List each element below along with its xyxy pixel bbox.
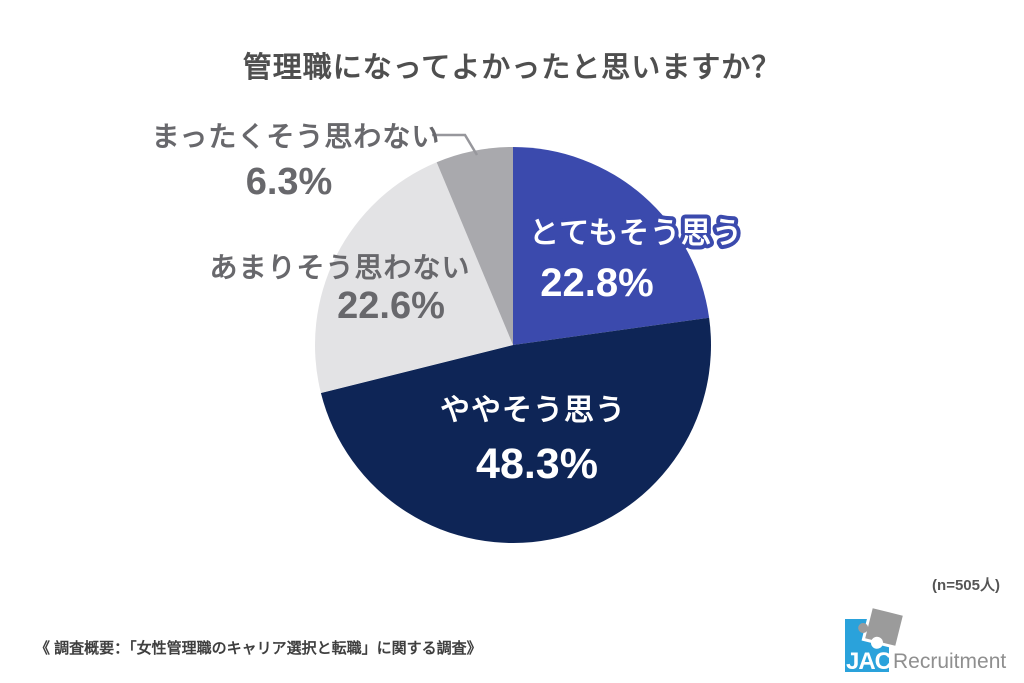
pie-slice-2 xyxy=(314,162,513,394)
pie-slice-3 xyxy=(436,146,513,345)
slice-label-mattaku: まったくそう思わない xyxy=(152,121,441,152)
puzzle-piece-icon xyxy=(858,605,907,650)
page-title: 管理職になってよかったと思いますか？ xyxy=(242,52,782,84)
jac-recruitment-logo: JAC Recruitment xyxy=(845,605,1006,675)
pie-slices xyxy=(314,146,712,544)
pie-slice-1 xyxy=(320,317,712,544)
logo-mark-text: JAC xyxy=(846,648,892,675)
slice-label-totemo: とてもそう思う xyxy=(529,217,743,250)
survey-overview: 《 調査概要：「女性管理職のキャリア選択と転職」に関する調査》 【調査期間】20… xyxy=(35,594,853,683)
logo-word-text: Recruitment xyxy=(893,650,1006,673)
survey-overview-line: 《 調査概要：「女性管理職のキャリア選択と転職」に関する調査》 xyxy=(35,640,482,657)
slice-value-amari: 22.6% xyxy=(337,285,445,327)
slice-value-mattaku: 6.3% xyxy=(246,161,333,203)
leader-line-mattaku xyxy=(432,133,479,156)
slice-label-amari: あまりそう思わない xyxy=(209,252,470,283)
slice-label-totemo-outline: とてもそう思う xyxy=(529,217,743,250)
slice-label-yaya: ややそう思う xyxy=(440,394,626,427)
sample-size-note: (n=505人) xyxy=(932,577,1000,594)
slice-value-totemo: 22.8% xyxy=(540,261,653,305)
pie-slice-0 xyxy=(513,147,710,345)
slice-value-yaya: 48.3% xyxy=(476,440,598,488)
